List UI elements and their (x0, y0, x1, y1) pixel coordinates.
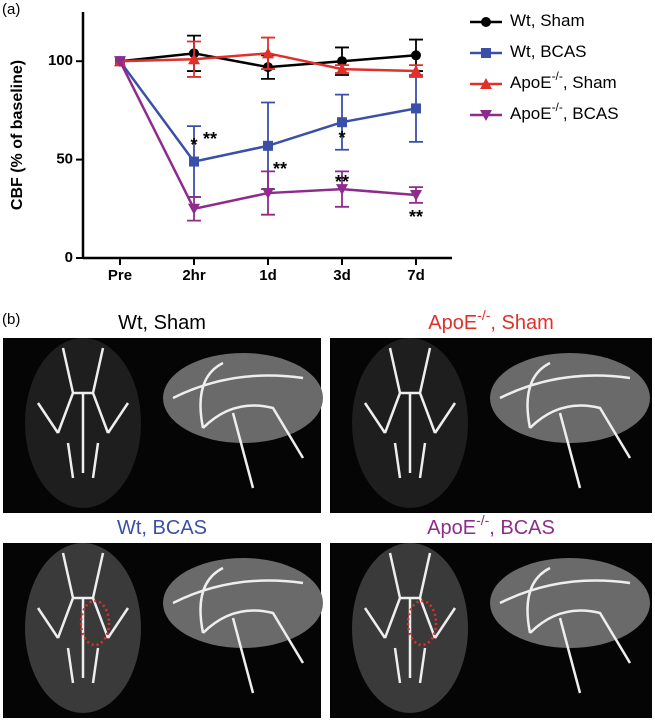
vessels (36, 347, 130, 479)
marker (337, 117, 347, 128)
panel-title: ApoE-/-, BCAS (427, 512, 555, 540)
legend-marker (481, 17, 491, 27)
marker (188, 203, 200, 215)
significance: * (190, 135, 197, 155)
significance: ** (409, 207, 423, 227)
marker (263, 140, 273, 151)
marker (262, 47, 274, 59)
marker (411, 103, 421, 114)
marker (410, 190, 422, 202)
vessels (363, 552, 457, 684)
significance: ** (335, 172, 349, 192)
vessels (363, 347, 457, 479)
x-tick-label: 3d (333, 267, 351, 284)
y-tick-label: 50 (56, 151, 73, 168)
mri-image (3, 543, 323, 718)
legend-label: Wt, Sham (510, 11, 585, 30)
marker (188, 53, 200, 65)
x-tick-label: 7d (407, 267, 425, 284)
marker (262, 188, 274, 200)
marker (114, 56, 126, 68)
panel-title: ApoE-/-, Sham (428, 307, 554, 335)
vessels (172, 361, 305, 489)
marker (336, 63, 348, 75)
legend-marker (480, 110, 492, 121)
marker (411, 50, 421, 61)
marker (336, 184, 348, 196)
brain-sagittal (163, 558, 323, 648)
legend-marker (481, 48, 491, 58)
vessels (172, 566, 305, 694)
mri-image (330, 543, 652, 718)
brain-sagittal (490, 558, 650, 648)
x-tick-label: 2hr (182, 267, 206, 284)
mri-image (330, 338, 652, 513)
significance: * (338, 128, 345, 148)
marker (189, 156, 199, 167)
x-tick-label: Pre (108, 267, 132, 284)
occlusion-marker (79, 599, 111, 647)
legend-label: ApoE-/-, BCAS (510, 100, 619, 123)
panel-label: (a) (2, 1, 20, 18)
y-axis-label: CBF (% of baseline) (9, 60, 26, 210)
y-tick-label: 0 (65, 249, 73, 266)
significance: ** (203, 129, 217, 149)
occlusion-marker (406, 599, 438, 647)
y-tick-label: 100 (48, 52, 73, 69)
brain-sagittal (163, 353, 323, 443)
mri-image (3, 338, 323, 513)
significance: ** (273, 159, 287, 179)
legend-marker (480, 78, 492, 89)
vessels (36, 552, 130, 684)
vessels (499, 361, 632, 489)
marker (410, 65, 422, 77)
panel-label: (b) (2, 311, 20, 328)
legend-label: ApoE-/-, Sham (510, 69, 617, 92)
vessels (499, 566, 632, 694)
panel-title: Wt, BCAS (117, 517, 207, 539)
legend-label: Wt, BCAS (510, 42, 587, 61)
x-tick-label: 1d (259, 267, 277, 284)
brain-sagittal (490, 353, 650, 443)
marker (337, 56, 347, 67)
panel-title: Wt, Sham (118, 312, 206, 334)
